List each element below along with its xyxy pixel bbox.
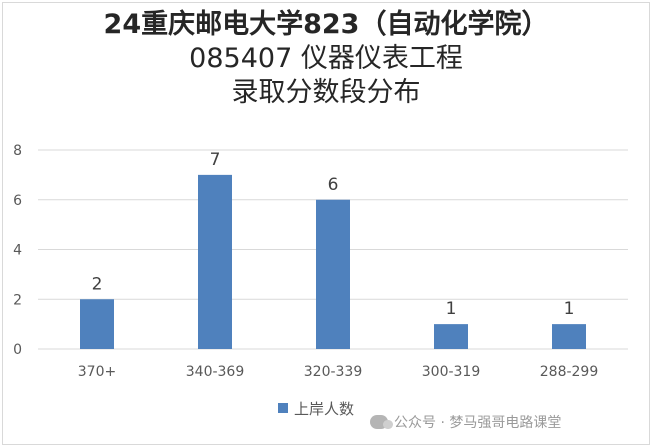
data-label: 1 — [446, 299, 457, 319]
watermark-text: 公众号 · 梦马强哥电路课堂 — [394, 415, 562, 431]
bar — [198, 174, 232, 349]
bar — [316, 199, 350, 349]
wechat-icon — [370, 415, 393, 429]
y-tick-label: 2 — [13, 292, 22, 308]
chart-title: 24重庆邮电大学823（自动化学院） 085407 仪器仪表工程 录取分数段分布 — [0, 8, 652, 110]
y-tick-label: 6 — [13, 193, 22, 209]
watermark: 公众号 · 梦马强哥电路课堂 — [370, 410, 645, 434]
data-label: 1 — [564, 299, 575, 319]
legend-label: 上岸人数 — [294, 400, 354, 418]
data-label: 7 — [210, 150, 221, 170]
category-label: 288-299 — [540, 364, 599, 380]
bar — [434, 324, 468, 349]
chart-title-line-1: 24重庆邮电大学823（自动化学院） — [103, 9, 549, 40]
y-tick-label: 4 — [13, 243, 22, 259]
chart-title-line-2: 085407 仪器仪表工程 — [189, 43, 463, 74]
y-tick-label: 8 — [13, 143, 22, 159]
data-label: 6 — [328, 175, 339, 195]
chart-title-line-3: 录取分数段分布 — [231, 77, 421, 108]
category-label: 370+ — [78, 364, 116, 380]
category-label: 320-339 — [304, 364, 363, 380]
bar — [80, 299, 114, 349]
category-label: 300-319 — [422, 364, 481, 380]
y-tick-label: 0 — [13, 342, 22, 358]
category-label: 340-369 — [186, 364, 245, 380]
legend-swatch — [278, 403, 288, 413]
bar — [552, 324, 586, 349]
data-label: 2 — [92, 274, 103, 294]
